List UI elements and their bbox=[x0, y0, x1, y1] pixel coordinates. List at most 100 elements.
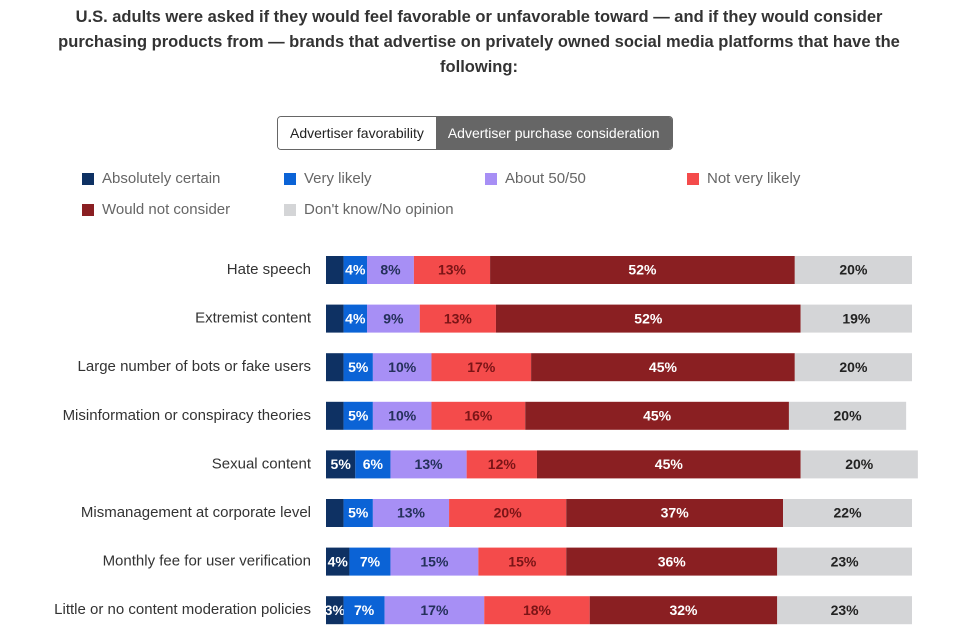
bar-segment bbox=[326, 256, 344, 284]
chart-title: U.S. adults were asked if they would fee… bbox=[58, 8, 900, 76]
bar-segment bbox=[495, 304, 801, 333]
bar-segment bbox=[431, 401, 526, 430]
data-label: 16% bbox=[464, 408, 493, 424]
bar-segment bbox=[326, 353, 344, 382]
data-label: 23% bbox=[831, 553, 860, 569]
bar-segment bbox=[326, 547, 350, 576]
data-label: 7% bbox=[354, 602, 375, 618]
bar-segment bbox=[384, 596, 485, 625]
bar-segment bbox=[536, 450, 801, 479]
data-label: 13% bbox=[444, 310, 473, 326]
legend-label: About 50/50 bbox=[505, 170, 586, 187]
bar-segment bbox=[490, 256, 795, 284]
data-label: 5% bbox=[348, 408, 369, 424]
bar-segment bbox=[777, 547, 912, 576]
data-label: 52% bbox=[628, 262, 657, 278]
data-label: 45% bbox=[655, 456, 684, 472]
category-label: Mismanagement at corporate level bbox=[81, 504, 311, 521]
bar-segment bbox=[372, 401, 432, 430]
bar-segment bbox=[531, 353, 795, 382]
bar-segment bbox=[326, 304, 344, 333]
data-label: 32% bbox=[669, 602, 698, 618]
bar-segment bbox=[589, 596, 778, 625]
bar-segment bbox=[372, 353, 432, 382]
legend-swatch bbox=[82, 204, 94, 216]
bar-segment bbox=[783, 499, 912, 527]
category-label: Hate speech bbox=[227, 261, 311, 278]
data-label: 4% bbox=[345, 262, 366, 278]
data-label: 5% bbox=[348, 505, 369, 521]
data-label: 4% bbox=[328, 553, 349, 569]
data-label: 5% bbox=[331, 456, 352, 472]
toggle-group: Advertiser favorability Advertiser purcha… bbox=[277, 116, 673, 150]
bar-segment bbox=[343, 596, 385, 625]
bar-segment bbox=[800, 304, 912, 333]
bar-segment bbox=[343, 304, 368, 333]
data-label: 15% bbox=[420, 553, 449, 569]
bar-segment bbox=[413, 256, 491, 284]
legend-swatch bbox=[687, 173, 699, 185]
bar-segment bbox=[794, 256, 912, 284]
bar-segment bbox=[349, 547, 391, 576]
legend-label: Don't know/No opinion bbox=[304, 201, 454, 218]
data-label: 17% bbox=[467, 359, 496, 375]
data-label: 5% bbox=[348, 359, 369, 375]
data-label: 13% bbox=[415, 456, 444, 472]
data-label: 20% bbox=[845, 456, 874, 472]
data-label: 4% bbox=[345, 310, 366, 326]
bar-segment bbox=[484, 596, 590, 625]
bar-segment bbox=[326, 499, 344, 527]
bar-segment bbox=[343, 401, 373, 430]
bar-segment bbox=[788, 401, 907, 430]
data-label: 6% bbox=[363, 456, 384, 472]
bar-segment bbox=[343, 353, 373, 382]
category-label: Sexual content bbox=[212, 455, 312, 472]
legend-label: Absolutely certain bbox=[102, 170, 220, 187]
bar-segment bbox=[367, 256, 414, 284]
legend-swatch bbox=[485, 173, 497, 185]
data-label: 45% bbox=[649, 359, 678, 375]
toggle-button[interactable]: Advertiser purchase consideration bbox=[435, 117, 672, 149]
bar-segment bbox=[390, 547, 479, 576]
data-label: 22% bbox=[834, 505, 863, 521]
data-label: 10% bbox=[388, 359, 417, 375]
bar-segment bbox=[478, 547, 567, 576]
legend-swatch bbox=[82, 173, 94, 185]
data-label: 36% bbox=[658, 553, 687, 569]
data-label: 17% bbox=[420, 602, 449, 618]
data-label: 19% bbox=[842, 310, 871, 326]
data-label: 9% bbox=[383, 310, 404, 326]
bar-segment bbox=[566, 499, 784, 527]
bar-segment bbox=[800, 450, 918, 479]
legend-swatch bbox=[284, 173, 296, 185]
bar-segment bbox=[794, 353, 912, 382]
data-label: 8% bbox=[380, 262, 401, 278]
bar-segment bbox=[525, 401, 789, 430]
bar-segment bbox=[326, 596, 344, 625]
data-label: 10% bbox=[388, 408, 417, 424]
data-label: 12% bbox=[488, 456, 517, 472]
bar-segment bbox=[419, 304, 496, 333]
legend-label: Not very likely bbox=[707, 170, 801, 187]
data-label: 23% bbox=[831, 602, 860, 618]
data-label: 20% bbox=[494, 505, 523, 521]
bar-segment bbox=[343, 499, 373, 527]
bar-segment bbox=[355, 450, 391, 479]
legend-label: Would not consider bbox=[102, 201, 230, 218]
bar-segment bbox=[431, 353, 532, 382]
bar-segment bbox=[390, 450, 467, 479]
data-label: 13% bbox=[438, 262, 467, 278]
data-label: 13% bbox=[397, 505, 426, 521]
data-label: 45% bbox=[643, 408, 672, 424]
bar-segment bbox=[343, 256, 368, 284]
data-label: 20% bbox=[839, 359, 868, 375]
bar-segment bbox=[326, 401, 344, 430]
category-label: Extremist content bbox=[195, 310, 312, 327]
bar-segment bbox=[566, 547, 778, 576]
toggle-button[interactable]: Advertiser favorability bbox=[278, 117, 436, 149]
category-label: Monthly fee for user verification bbox=[103, 553, 311, 570]
data-label: 7% bbox=[360, 553, 381, 569]
bar-segment bbox=[372, 499, 450, 527]
data-label: 20% bbox=[839, 262, 868, 278]
